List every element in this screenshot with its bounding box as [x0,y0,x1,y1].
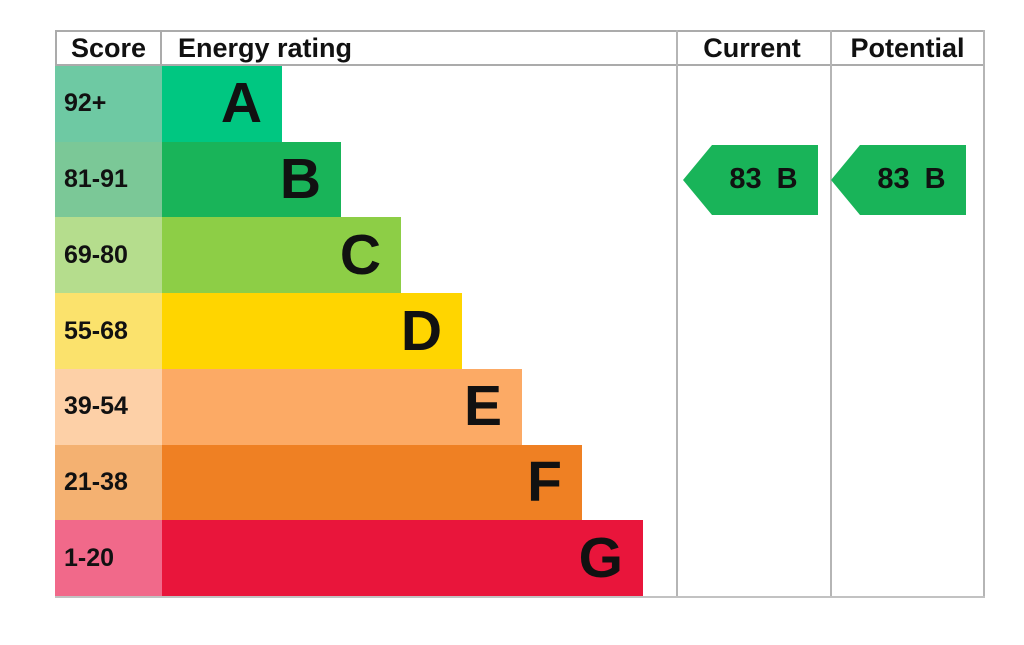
score-range-a: 92+ [55,66,162,142]
current-rating-arrow: 83 B [683,144,818,215]
band-bar-c: C [162,217,401,294]
header-potential: Potential [850,32,965,63]
band-rows: 92+ A 81-91 B 69-80 C 55-68 D 39-54 E 21-38 F 1-20 G [55,66,676,597]
band-row-a: 92+ A [55,66,676,142]
band-row-c: 69-80 C [55,217,676,294]
potential-arrow-shape [831,144,966,215]
band-bar-f: F [162,444,582,521]
band-row-b: 81-91 B [55,141,676,218]
potential-rating-arrow: 83 B [831,144,966,215]
chart-table: Score Energy rating Current Potential 92… [55,30,985,598]
score-range-e: 39-54 [55,368,162,445]
score-range-g: 1-20 [55,520,162,597]
band-bar-b: B [162,141,341,218]
band-row-e: 39-54 E [55,368,676,445]
potential-band-letter: B [924,163,946,196]
header-energy-rating: Energy rating [178,32,353,63]
band-bar-g: G [162,520,643,597]
current-rating-label: 83 B [683,145,818,215]
potential-column-divider [830,30,832,598]
header-score: Score [57,32,162,64]
current-band-letter: B [776,163,798,196]
header-current: Current [703,32,801,63]
potential-rating-label: 83 B [831,145,966,215]
score-range-f: 21-38 [55,444,162,521]
band-bar-a: A [162,66,282,142]
current-score-value: 83 [729,163,762,196]
current-arrow-shape [683,144,818,215]
chart-header: Score Energy rating Current Potential [55,30,985,66]
score-range-c: 69-80 [55,217,162,294]
band-bar-d: D [162,293,462,369]
table-right-border [983,30,985,598]
current-column-divider [676,30,678,598]
potential-score-value: 83 [877,163,910,196]
score-range-d: 55-68 [55,293,162,369]
table-bottom-border [55,596,985,598]
band-row-g: 1-20 G [55,520,676,597]
band-row-d: 55-68 D [55,293,676,369]
band-row-f: 21-38 F [55,444,676,521]
score-range-b: 81-91 [55,141,162,218]
band-bar-e: E [162,368,522,445]
